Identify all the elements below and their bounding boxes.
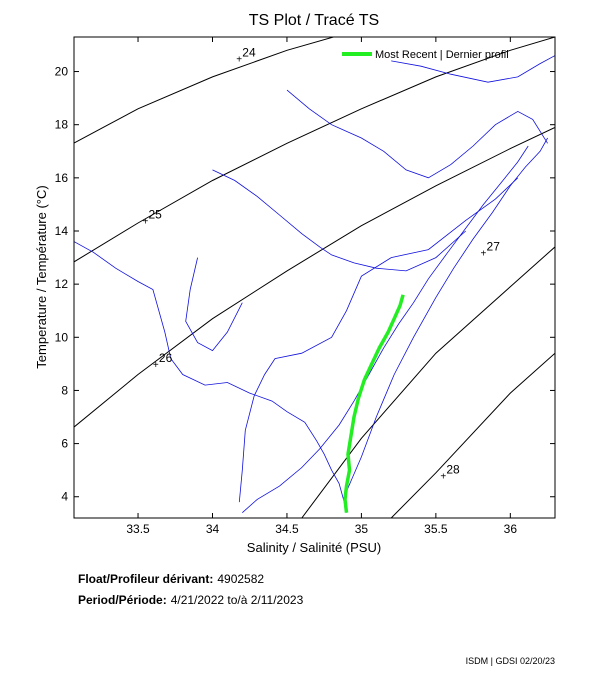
profile-line	[286, 89, 548, 179]
isopycnal-line	[301, 246, 555, 518]
isopycnal-marker: +	[481, 248, 487, 259]
x-tick-label: 36	[504, 522, 518, 536]
profile-line	[391, 55, 555, 83]
float-value: 4902582	[217, 572, 265, 586]
y-tick-label: 12	[55, 277, 69, 291]
isopycnal-marker: +	[440, 471, 446, 482]
x-tick-label: 34.5	[275, 522, 299, 536]
isopycnal-label: 24	[242, 45, 256, 59]
isopycnal-line	[74, 126, 555, 428]
y-tick-label: 18	[55, 118, 69, 132]
chart-title: TS Plot / Tracé TS	[249, 12, 379, 29]
float-label: Float/Profileur dérivant:	[78, 572, 214, 586]
footer-credit: ISDM | GDSI 02/20/23	[465, 656, 555, 666]
profile-line	[346, 137, 548, 492]
profile-line	[185, 257, 243, 352]
y-tick-label: 10	[55, 330, 69, 344]
isopycnal-label: 26	[159, 351, 173, 365]
x-tick-label: 33.5	[126, 522, 150, 536]
period-value: 4/21/2022 to/à 2/11/2023	[170, 593, 304, 607]
profile-line	[238, 177, 519, 503]
float-info: Float/Profileur dérivant: 4902582	[78, 572, 264, 586]
x-axis-label: Salinity / Salinité (PSU)	[247, 540, 381, 555]
most-recent-profile-line	[343, 294, 405, 513]
isopycnal-marker: +	[153, 360, 159, 371]
profile-line	[212, 169, 466, 272]
isopycnal-line	[74, 37, 555, 263]
isopycnal-label: 25	[148, 207, 162, 221]
isopycnal-marker: +	[236, 54, 242, 65]
y-axis-label: Temperature / Température (°C)	[34, 185, 49, 368]
x-tick-label: 34	[206, 522, 220, 536]
period-info: Period/Période: 4/21/2022 to/à 2/11/2023	[78, 593, 303, 607]
isopycnal-marker: +	[142, 216, 148, 227]
profile-line	[74, 241, 347, 513]
y-tick-label: 8	[61, 383, 68, 397]
isopycnal-line	[390, 352, 555, 518]
y-tick-label: 20	[55, 65, 69, 79]
period-label: Period/Période:	[78, 593, 167, 607]
isopycnal-line	[74, 37, 336, 144]
y-tick-label: 16	[55, 171, 69, 185]
y-tick-label: 6	[61, 437, 68, 451]
x-tick-label: 35.5	[424, 522, 448, 536]
x-tick-label: 35	[355, 522, 369, 536]
profile-line	[242, 145, 529, 513]
y-tick-label: 4	[61, 490, 68, 504]
legend-label: Most Recent | Dernier profil	[375, 49, 509, 61]
plot-frame	[73, 36, 556, 519]
y-tick-label: 14	[55, 224, 69, 238]
isopycnal-label: 28	[446, 462, 460, 476]
isopycnal-label: 27	[487, 239, 501, 253]
legend: Most Recent | Dernier profil	[342, 49, 509, 61]
